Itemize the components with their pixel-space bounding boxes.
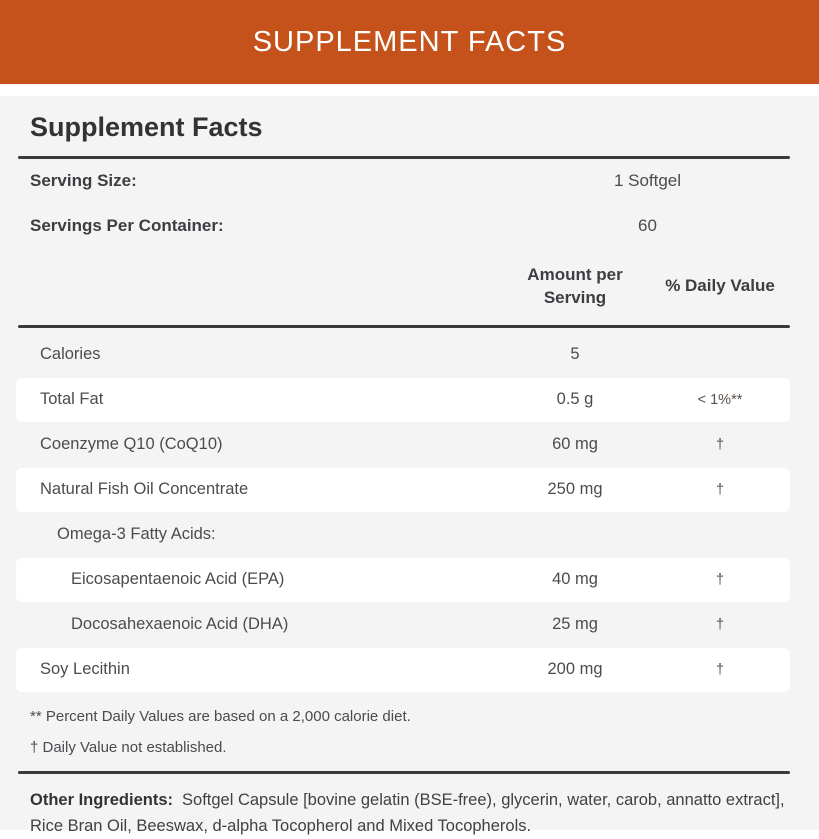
nutrient-amount: 0.5 g	[556, 390, 594, 409]
column-header-daily-value: % Daily Value	[665, 276, 775, 296]
column-header-amount: Amount per Serving	[527, 264, 623, 307]
nutrient-dv: < 1%**	[697, 391, 743, 408]
supplement-facts-banner: SUPPLEMENT FACTS	[0, 0, 819, 84]
nutrient-amount: 25 mg	[552, 615, 598, 634]
nutrient-dv: †	[715, 661, 725, 678]
nutrient-amount: 200 mg	[547, 660, 603, 679]
nutrient-name: Total Fat	[40, 390, 104, 409]
banner-title: SUPPLEMENT FACTS	[252, 25, 567, 58]
other-ingredients: Other Ingredients: Softgel Capsule [bovin…	[30, 787, 790, 839]
divider-top	[18, 155, 790, 159]
table-row-epa: Eicosapentaenoic Acid (EPA) 40 mg †	[16, 557, 790, 602]
panel-title: Supplement Facts	[30, 112, 263, 142]
divider-table-head	[18, 324, 790, 328]
nutrient-dv: †	[715, 436, 725, 453]
serving-size-row: Serving Size: 1 Softgel	[0, 159, 819, 204]
nutrient-dv: †	[715, 571, 725, 588]
serving-size-label: Serving Size:	[30, 171, 137, 191]
nutrient-amount: 40 mg	[552, 570, 598, 589]
table-row-fish-oil: Natural Fish Oil Concentrate 250 mg †	[16, 467, 790, 512]
table-row-coq10: Coenzyme Q10 (CoQ10) 60 mg †	[16, 423, 790, 467]
footnote-dagger: † Daily Value not established.	[30, 738, 227, 756]
nutrient-name: Eicosapentaenoic Acid (EPA)	[71, 570, 285, 589]
nutrient-name: Coenzyme Q10 (CoQ10)	[40, 435, 223, 454]
divider-bottom	[18, 770, 790, 774]
table-row-calories: Calories 5	[16, 333, 790, 377]
nutrient-dv: †	[715, 481, 725, 498]
nutrient-name: Natural Fish Oil Concentrate	[40, 480, 249, 499]
footnote-daily-values: ** Percent Daily Values are based on a 2…	[30, 707, 411, 725]
nutrient-name: Soy Lecithin	[40, 660, 130, 679]
nutrient-amount: 250 mg	[547, 480, 603, 499]
nutrient-amount: 5	[570, 345, 580, 364]
table-row-total-fat: Total Fat 0.5 g < 1%**	[16, 377, 790, 422]
serving-size-value: 1 Softgel	[613, 171, 682, 191]
other-ingredients-label: Other Ingredients:	[30, 790, 174, 809]
table-row-dha: Docosahexaenoic Acid (DHA) 25 mg †	[16, 603, 790, 647]
table-row-soy-lecithin: Soy Lecithin 200 mg †	[16, 647, 790, 692]
nutrient-name: Docosahexaenoic Acid (DHA)	[71, 615, 289, 634]
supplement-facts-panel: Supplement Facts Serving Size: 1 Softgel…	[0, 96, 819, 835]
nutrient-name: Omega-3 Fatty Acids:	[57, 525, 216, 544]
table-header: Amount per Serving % Daily Value	[16, 255, 790, 319]
nutrient-dv: †	[715, 616, 725, 633]
servings-per-container-value: 60	[638, 216, 657, 236]
nutrient-name: Calories	[40, 345, 101, 364]
servings-per-container-label: Servings Per Container:	[30, 216, 224, 236]
nutrient-amount: 60 mg	[552, 435, 598, 454]
table-row-omega3-group: Omega-3 Fatty Acids:	[16, 513, 790, 557]
servings-per-container-row: Servings Per Container: 60	[0, 204, 819, 249]
